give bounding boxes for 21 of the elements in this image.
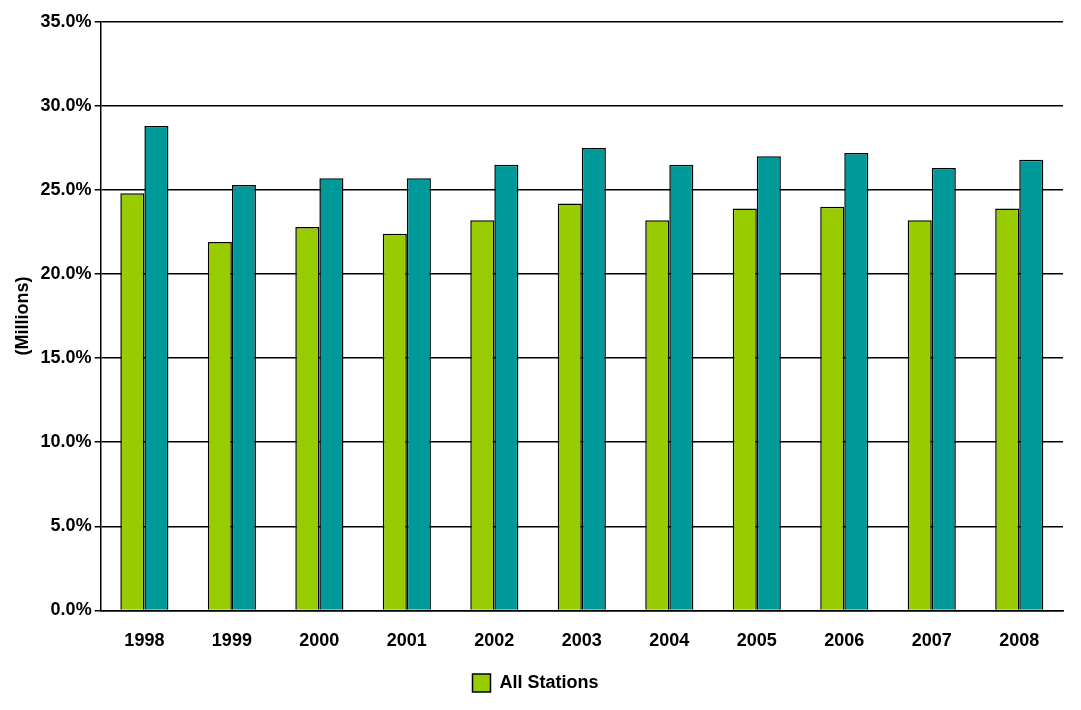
- x-tick-label: 2006: [824, 630, 865, 651]
- x-tick-label: 2005: [736, 630, 777, 651]
- y-tick-label: 30.0%: [40, 94, 92, 115]
- y-axis-title: (Millions): [11, 276, 32, 356]
- y-tick-label: 25.0%: [40, 178, 92, 199]
- x-tick-label: 2004: [649, 630, 690, 651]
- y-tick-label: 15.0%: [40, 347, 92, 368]
- y-tick-label: 35.0%: [40, 10, 92, 31]
- x-tick-label: 1998: [124, 630, 165, 651]
- y-tick-label: 10.0%: [40, 431, 92, 452]
- x-tick-label: 1999: [211, 630, 252, 651]
- y-tick-label: 5.0%: [50, 515, 92, 536]
- x-tick-label: 2000: [299, 630, 340, 651]
- y-tick-label: 20.0%: [40, 263, 92, 284]
- legend-label: All Stations: [499, 671, 599, 692]
- x-tick-label: 2001: [386, 630, 427, 651]
- y-tick-label: 0.0%: [50, 599, 92, 620]
- x-tick-label: 2002: [474, 630, 515, 651]
- x-tick-label: 2008: [999, 630, 1040, 651]
- x-tick-label: 2003: [561, 630, 602, 651]
- x-tick-label: 2007: [911, 630, 952, 651]
